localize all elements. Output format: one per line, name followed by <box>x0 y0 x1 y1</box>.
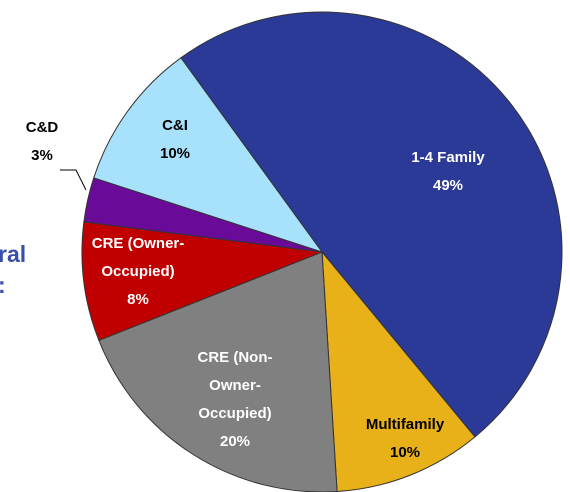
clipped-title-fragment: ral <box>0 241 26 267</box>
slice-value-label: 10% <box>390 444 420 461</box>
slice-label: Multifamily <box>366 416 445 433</box>
pie-slice <box>98 251 338 492</box>
leader-line <box>60 169 87 191</box>
slice-label: C&I <box>162 117 188 134</box>
slice-value-label: 49% <box>433 177 463 194</box>
slice-label: CRE (Owner-Occupied) <box>92 235 185 280</box>
slice-label: C&D <box>26 119 59 136</box>
clipped-title-fragment: : <box>0 272 6 298</box>
slice-label: 1-4 Family <box>411 149 485 166</box>
slice-label: CRE (Non-Owner-Occupied) <box>198 349 273 422</box>
pie-slice <box>321 250 476 492</box>
slice-value-label: 20% <box>220 433 250 450</box>
slice-value-label: 3% <box>31 147 53 164</box>
slice-value-label: 8% <box>127 291 149 308</box>
pie-slice <box>81 221 323 341</box>
slice-value-label: 10% <box>160 145 190 162</box>
pie-slice <box>93 57 324 253</box>
pie-slice <box>180 11 563 438</box>
